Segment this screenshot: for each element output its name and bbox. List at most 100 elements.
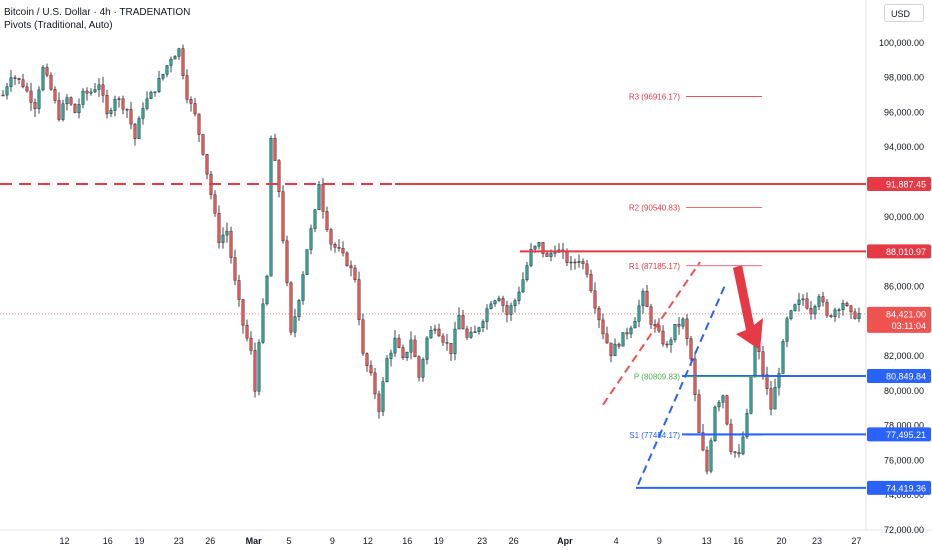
currency-button[interactable]: USD <box>884 4 924 22</box>
candle-body <box>73 103 77 114</box>
candle-body <box>733 451 737 453</box>
candle-body <box>405 351 409 359</box>
indicator-label[interactable]: Pivots (Traditional, Auto) <box>4 20 113 31</box>
candle-body <box>337 247 341 249</box>
candle-body <box>533 245 537 250</box>
candle-body <box>761 351 765 375</box>
x-tick-label: 9 <box>657 536 662 546</box>
candle-body <box>517 291 521 301</box>
candle-body <box>77 104 81 114</box>
candle-body <box>685 318 689 339</box>
x-tick-label: 23 <box>174 536 184 546</box>
candle-body <box>333 244 337 248</box>
x-tick-label: 20 <box>777 536 787 546</box>
candle-body <box>545 253 549 257</box>
candle-body <box>205 154 209 175</box>
pivot-label: R1 (87185.17) <box>629 262 680 271</box>
candle-body <box>777 373 781 388</box>
candle-body <box>297 300 301 317</box>
candle-body <box>569 261 573 264</box>
support-mid-badge <box>867 427 931 442</box>
candle-body <box>221 234 225 243</box>
candle-body <box>721 395 725 403</box>
bearish-arrow-icon <box>733 265 763 350</box>
candle-body <box>5 86 9 96</box>
candle-body <box>801 298 805 301</box>
candle-body <box>669 339 673 345</box>
candle-body <box>641 290 645 307</box>
candle-body <box>373 372 377 395</box>
candle-body <box>609 342 613 356</box>
candle-body <box>445 341 449 344</box>
candle-body <box>593 290 597 309</box>
candle-body <box>501 298 505 306</box>
support-upper-label: 80,849.84 <box>886 372 926 382</box>
candle-body <box>329 229 333 245</box>
candle-body <box>745 413 749 438</box>
candle-body <box>741 436 745 455</box>
y-tick-label: 72,000.00 <box>884 525 924 535</box>
candle-body <box>25 86 29 92</box>
support-lower-label: 74,419.36 <box>886 483 926 493</box>
candle-body <box>65 97 69 105</box>
candle-body <box>765 374 769 389</box>
candle-body <box>29 90 33 103</box>
x-tick-label: 5 <box>287 536 292 546</box>
last-price-label: 84,421.00 <box>886 309 926 319</box>
candle-body <box>157 78 161 92</box>
candle-body <box>833 309 837 317</box>
candle-body <box>589 274 593 292</box>
candle-body <box>193 103 197 115</box>
y-tick-label: 98,000.00 <box>884 73 924 83</box>
candle-body <box>837 309 841 312</box>
y-tick-label: 94,000.00 <box>884 142 924 152</box>
candle-body <box>241 299 245 326</box>
resistance-upper-badge <box>867 176 931 191</box>
candle-body <box>177 48 181 57</box>
candle-body <box>709 440 713 472</box>
candle-body <box>505 305 509 315</box>
candle-body <box>37 89 41 109</box>
candle-body <box>409 339 413 353</box>
pivot-label: S1 (77454.17) <box>629 431 680 440</box>
candle-body <box>269 138 273 277</box>
candle-body <box>141 108 145 119</box>
candle-body <box>657 325 661 332</box>
y-tick-label: 82,000.00 <box>884 351 924 361</box>
candle-body <box>705 449 709 472</box>
candle-body <box>497 298 501 302</box>
candle-body <box>217 213 221 243</box>
candle-body <box>385 358 389 382</box>
candle-body <box>821 296 825 303</box>
candle-body <box>737 452 741 455</box>
candle-body <box>49 74 53 90</box>
candle-body <box>225 230 229 236</box>
x-tick-label: 23 <box>812 536 822 546</box>
candle-body <box>597 307 601 321</box>
candle-body <box>305 249 309 275</box>
candle-body <box>421 359 425 378</box>
candle-body <box>57 100 61 120</box>
x-tick-label: 4 <box>614 536 619 546</box>
candle-body <box>341 248 345 254</box>
candle-body <box>493 300 497 305</box>
symbol-title[interactable]: Bitcoin / U.S. Dollar · 4h · TRADENATION <box>4 7 191 18</box>
candle-body <box>381 381 385 412</box>
candle-body <box>357 279 361 321</box>
candle-body <box>153 91 157 93</box>
candle-body <box>601 319 605 335</box>
candle-body <box>541 242 545 254</box>
candle-body <box>769 388 773 410</box>
candle-body <box>825 301 829 316</box>
candle-body <box>301 274 305 301</box>
candle-body <box>845 303 849 306</box>
resistance-upper-label: 91,887.45 <box>886 179 926 189</box>
candle-body <box>813 306 817 315</box>
candle-body <box>441 335 445 343</box>
candle-body <box>581 261 585 265</box>
candle-body <box>273 138 277 161</box>
candle-body <box>425 337 429 360</box>
candle-body <box>773 387 777 410</box>
